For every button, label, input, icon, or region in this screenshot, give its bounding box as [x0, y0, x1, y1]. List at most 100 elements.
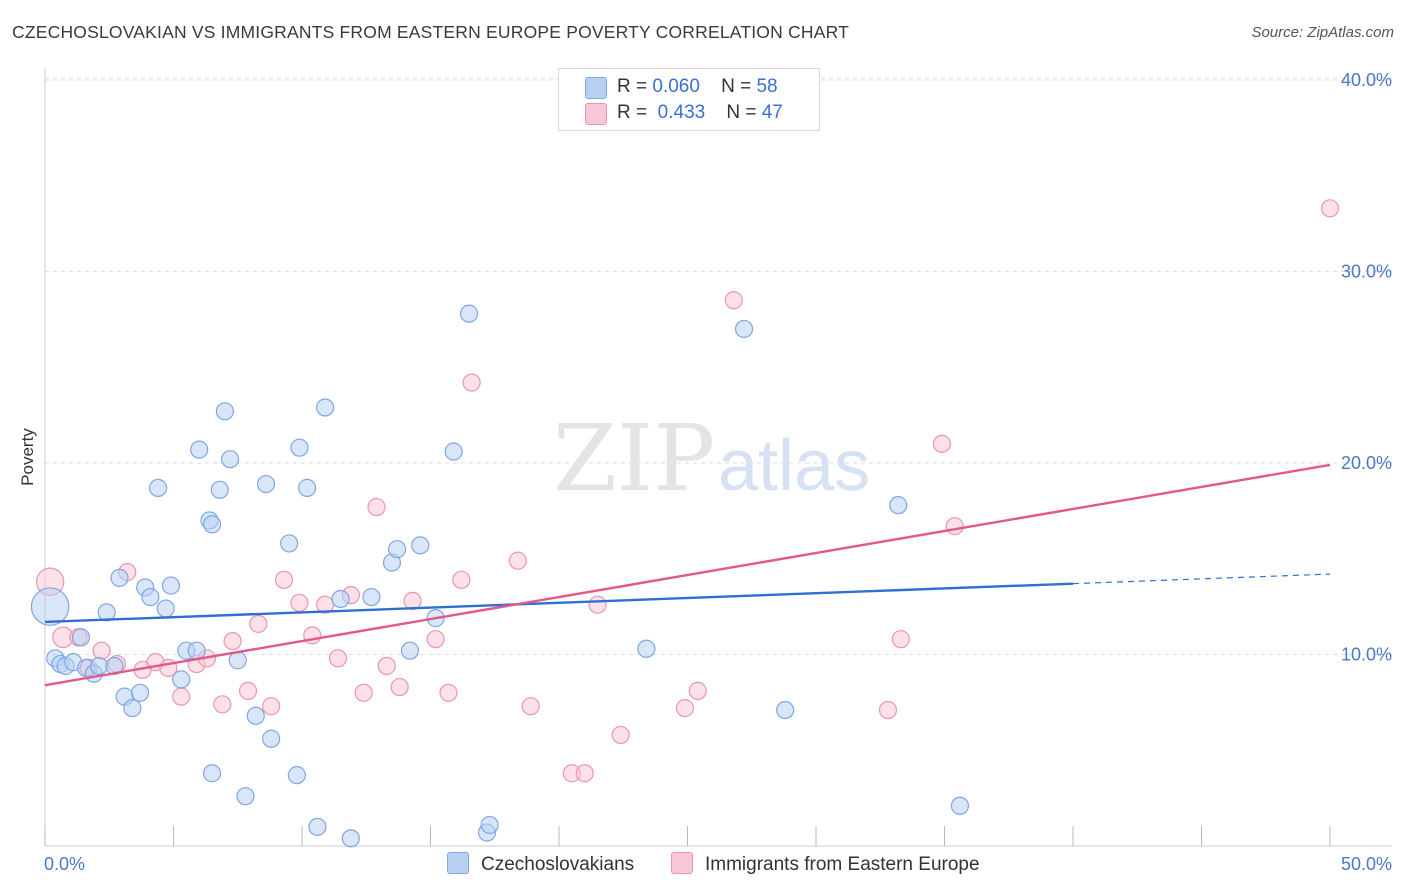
czech-point	[148, 478, 168, 497]
legend-r-value-czech: 0.060	[652, 76, 700, 97]
czech-point	[459, 304, 479, 323]
y-axis-title: Poverty	[18, 428, 37, 486]
imm-point	[213, 695, 232, 714]
czech-point	[400, 641, 420, 660]
czech-point	[215, 402, 234, 421]
imm-point	[878, 700, 898, 720]
legend-n-value-czech: 58	[756, 76, 778, 97]
czech-points	[30, 304, 970, 848]
imm-point	[932, 434, 952, 453]
imm-point	[611, 725, 630, 745]
czech-trendline-extension	[1072, 573, 1331, 585]
y-tick-label: 20.0%	[1341, 453, 1392, 473]
imm-point	[172, 687, 191, 706]
czech-point	[110, 568, 129, 588]
watermark-atlas: atlas	[718, 426, 870, 506]
czech-point	[734, 319, 754, 339]
czech-point	[202, 515, 222, 534]
czech-point	[30, 587, 70, 626]
czech-point	[187, 641, 206, 660]
imm-point	[426, 630, 445, 649]
czech-point	[308, 817, 327, 836]
grid-lines	[45, 77, 1392, 655]
legend-n-label: N =	[721, 76, 752, 97]
imm-point	[688, 681, 707, 700]
legend-swatch-imm	[585, 103, 607, 125]
correlation-legend: R = 0.060 N = 58 R = 0.433 N = 47	[558, 68, 820, 131]
imm-point	[945, 517, 964, 536]
czech-point	[246, 706, 265, 725]
czech-point	[236, 787, 255, 806]
imm-point	[238, 681, 258, 700]
x-tick-label-max: 50.0%	[1341, 854, 1392, 874]
imm-point	[249, 614, 268, 633]
czech-point	[341, 829, 360, 848]
watermark: ZIP atlas	[553, 405, 870, 512]
imm-point	[262, 697, 281, 716]
czech-point	[776, 700, 795, 720]
imm-point	[439, 683, 458, 702]
imm-point	[675, 699, 695, 718]
y-tick-label: 30.0%	[1341, 262, 1392, 282]
y-tick-label: 10.0%	[1341, 645, 1392, 665]
bottom-label-imm: Immigrants from Eastern Europe	[705, 854, 980, 875]
czech-point	[220, 450, 240, 469]
imm-trendline	[44, 463, 1331, 687]
czech-point	[444, 442, 463, 461]
imm-point	[575, 764, 594, 783]
czech-point	[316, 398, 335, 417]
czech-point	[256, 474, 276, 494]
imm-point	[462, 373, 481, 392]
imm-point	[724, 291, 743, 310]
imm-point	[92, 641, 111, 660]
czech-point	[141, 587, 160, 607]
czech-point	[105, 656, 124, 676]
imm-point	[521, 697, 540, 716]
trendlines	[44, 463, 1331, 687]
czech-point	[156, 599, 175, 618]
imm-point	[452, 570, 471, 589]
czech-point	[161, 576, 181, 595]
czech-point	[280, 534, 299, 553]
czech-point	[387, 540, 407, 559]
bottom-legend-imm: Immigrants from Eastern Europe	[671, 852, 980, 876]
imm-point	[274, 570, 294, 589]
czech-point	[411, 536, 430, 555]
czech-point	[262, 729, 281, 748]
bottom-swatch-imm	[671, 852, 693, 874]
czech-point	[172, 670, 191, 689]
czech-point	[287, 766, 306, 785]
bottom-legend-czech: Czechoslovakians	[447, 852, 634, 876]
x-ticks	[44, 826, 1331, 846]
czech-point	[637, 639, 656, 658]
bottom-swatch-czech	[447, 852, 469, 874]
imm-point	[290, 593, 309, 612]
imm-point	[390, 677, 409, 697]
czech-point	[130, 683, 150, 702]
imm-point	[367, 497, 386, 517]
czech-trendline	[44, 582, 1074, 624]
imm-point	[891, 630, 910, 649]
imm-point	[508, 551, 527, 570]
imm-point	[377, 656, 396, 676]
czech-point	[889, 496, 908, 515]
legend-n-value-imm: 47	[761, 102, 783, 123]
czech-point	[190, 440, 209, 459]
czech-point	[331, 589, 350, 609]
y-tick-label: 40.0%	[1341, 70, 1392, 90]
czech-point	[202, 764, 222, 783]
bottom-label-czech: Czechoslovakians	[481, 854, 635, 875]
imm-point	[223, 631, 242, 651]
y-tick-labels: 10.0% 20.0% 30.0% 40.0%	[1341, 70, 1392, 665]
czech-point	[89, 656, 109, 676]
czech-point	[210, 480, 229, 499]
czech-point	[950, 796, 970, 815]
czech-point	[123, 699, 142, 718]
czech-point	[298, 478, 317, 497]
x-tick-label-min: 0.0%	[44, 854, 85, 874]
imm-point	[588, 595, 607, 614]
chart-title: CZECHOSLOVAKIAN VS IMMIGRANTS FROM EASTE…	[12, 22, 849, 42]
czech-point	[97, 603, 116, 622]
czech-point	[290, 438, 309, 457]
legend-n-label: N =	[726, 102, 757, 123]
